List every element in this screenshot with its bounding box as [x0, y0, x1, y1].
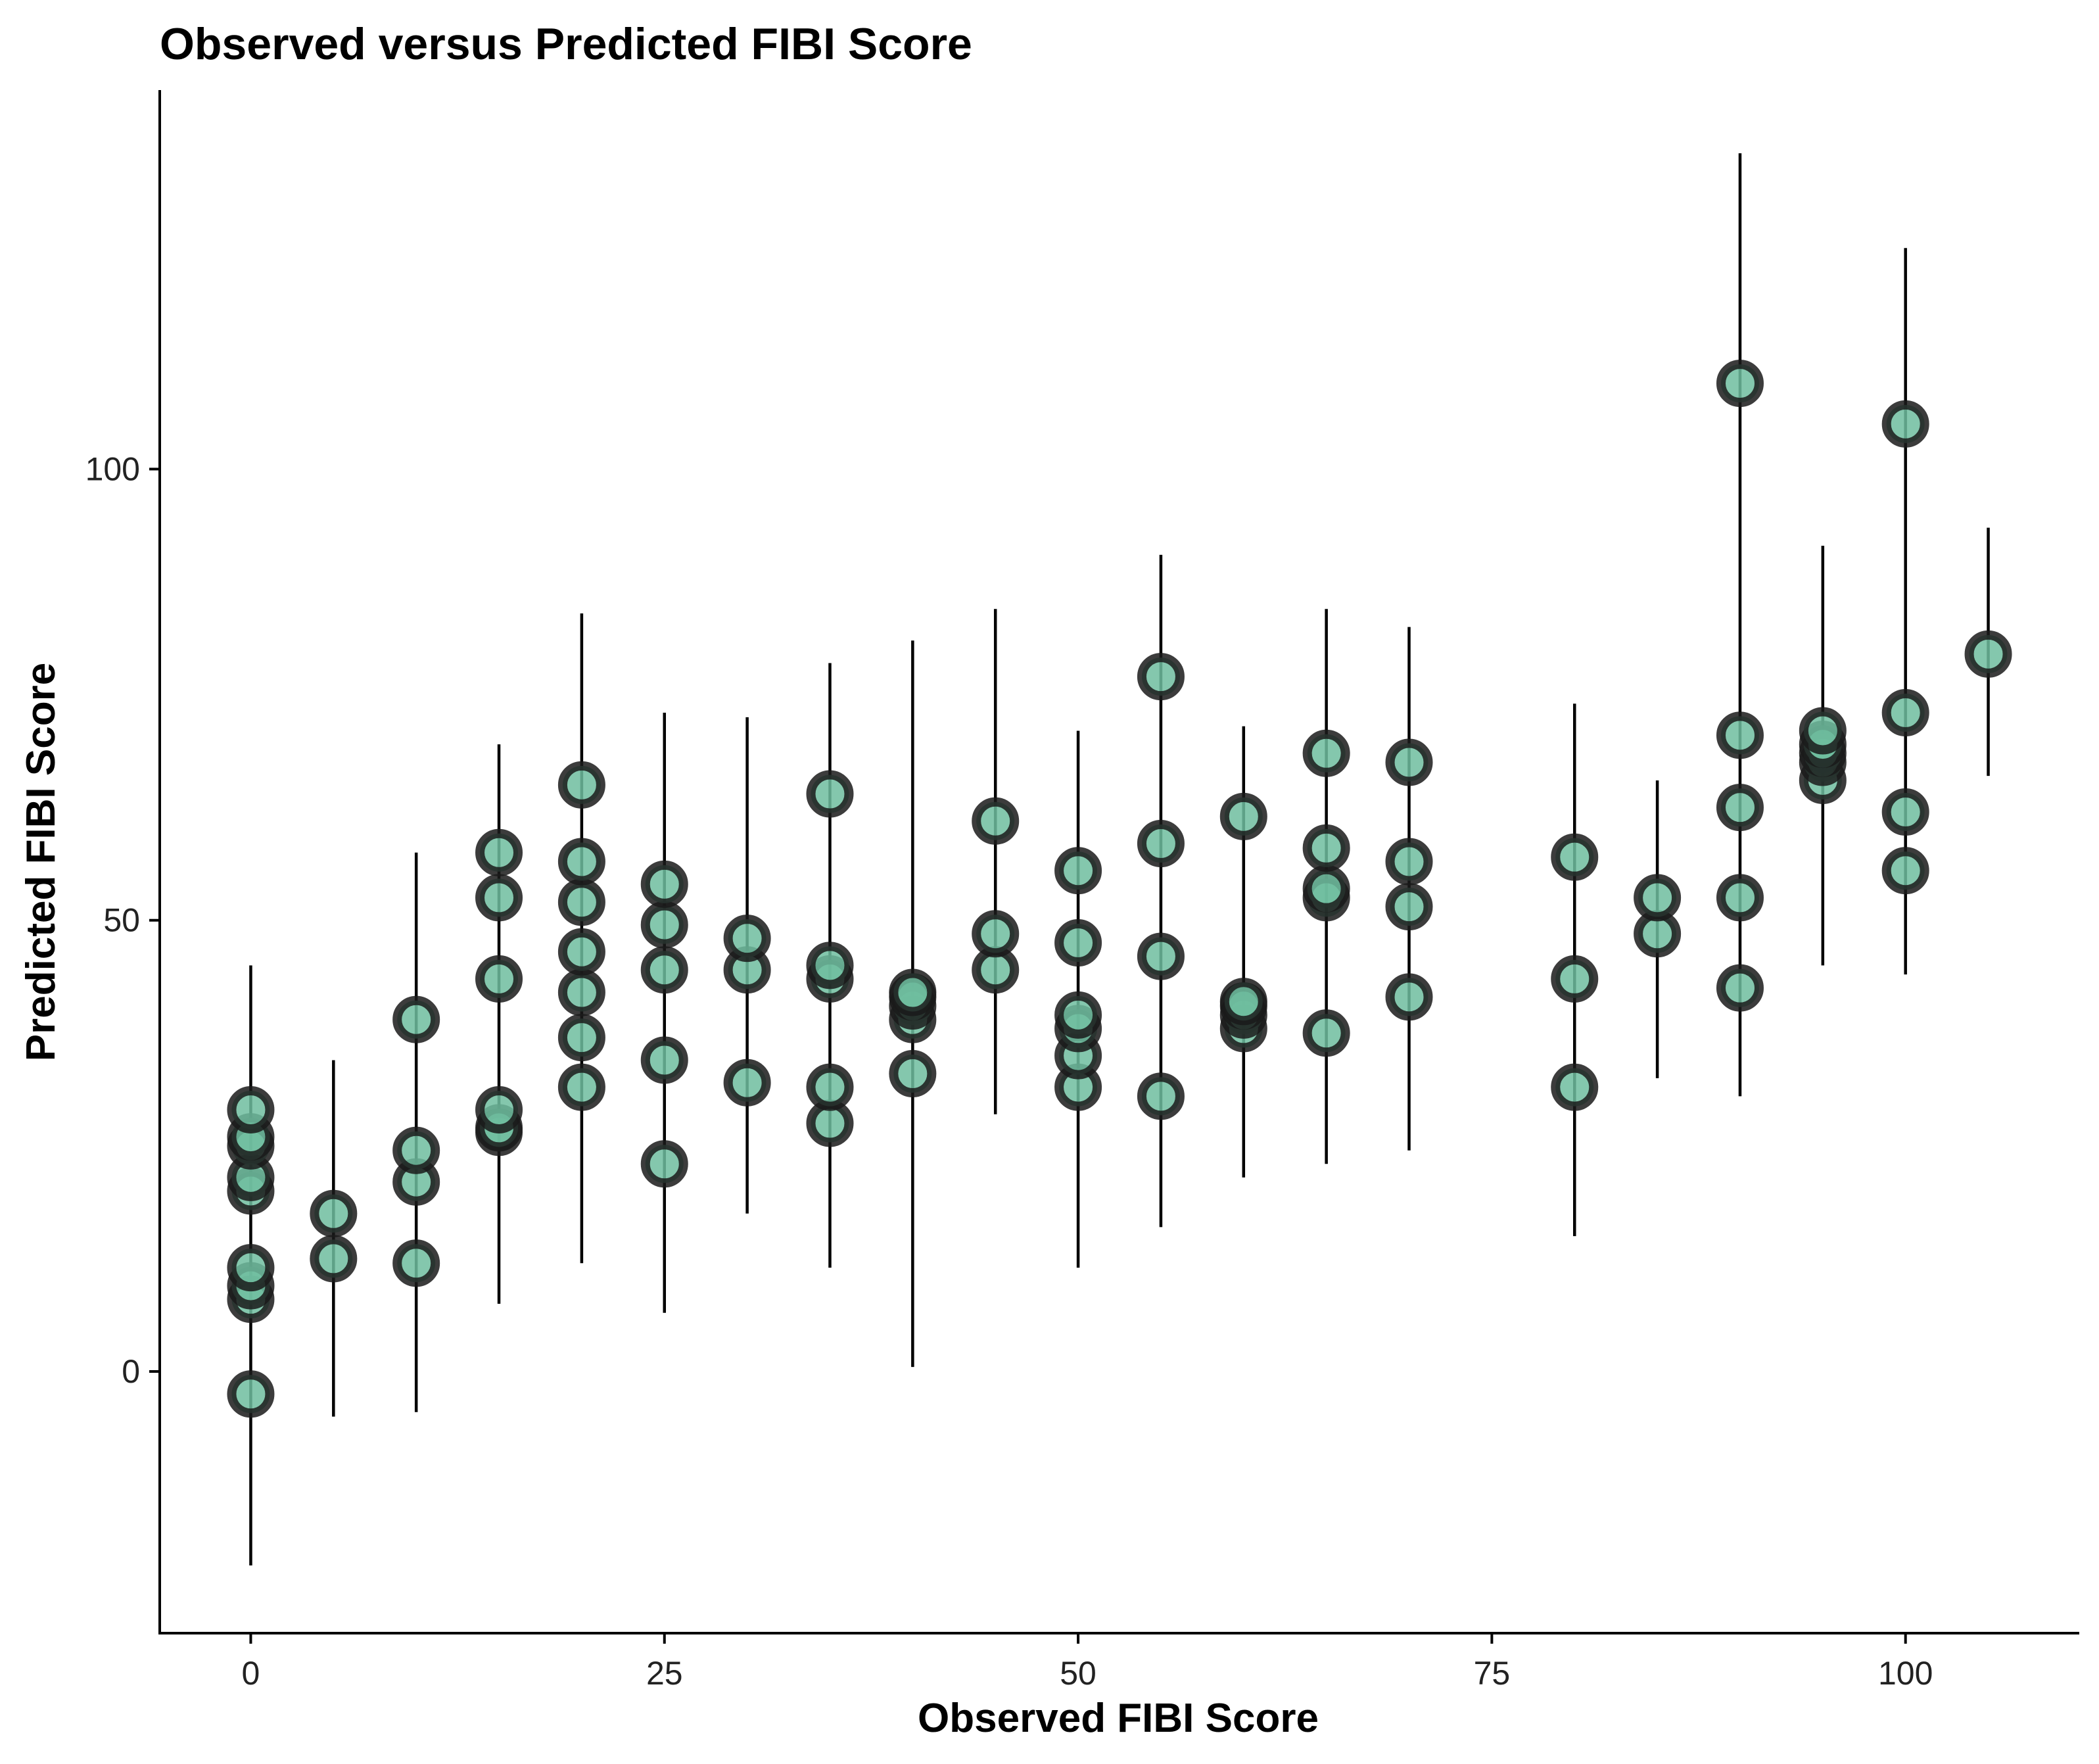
data-point: [1716, 964, 1764, 1012]
x-tick-label: 75: [1474, 1655, 1511, 1692]
x-tick-label: 25: [646, 1655, 683, 1692]
data-points: [227, 360, 2012, 1418]
data-point: [1302, 1009, 1350, 1057]
data-point: [227, 1370, 275, 1418]
data-point: [1881, 788, 1929, 836]
data-point: [1551, 833, 1599, 881]
y-axis-title: Predicted FIBI Score: [18, 663, 64, 1061]
data-point: [475, 828, 523, 876]
data-point: [1551, 955, 1599, 1003]
data-point: [557, 878, 605, 926]
data-point: [1881, 400, 1929, 448]
data-point: [392, 1126, 440, 1174]
data-point: [640, 1036, 688, 1084]
data-point: [972, 910, 1020, 958]
data-point: [392, 995, 440, 1043]
data-point: [227, 1244, 275, 1292]
y-tick-label: 100: [85, 450, 140, 487]
data-point: [1551, 1063, 1599, 1111]
data-point: [1716, 784, 1764, 832]
data-point: [392, 1239, 440, 1287]
data-point: [1799, 707, 1847, 755]
data-point: [806, 770, 854, 818]
data-point: [640, 946, 688, 994]
data-point: [1302, 824, 1350, 872]
x-tick-label: 100: [1878, 1655, 1933, 1692]
data-point: [1385, 883, 1433, 931]
data-point: [1219, 792, 1267, 840]
data-point: [475, 874, 523, 922]
data-point: [557, 928, 605, 976]
data-point: [557, 968, 605, 1016]
data-point: [557, 838, 605, 886]
data-point: [1385, 738, 1433, 786]
data-point: [310, 1235, 358, 1283]
x-axis-title: Observed FIBI Score: [918, 1696, 1319, 1741]
data-point: [806, 1063, 854, 1111]
data-point: [640, 860, 688, 908]
data-point: [1137, 932, 1185, 980]
y-ticks: 0 50 100: [85, 450, 160, 1390]
data-point: [640, 1140, 688, 1188]
x-ticks: 0 25 50 75 100: [242, 1633, 1933, 1692]
data-point: [1964, 630, 2012, 678]
x-axis: 0 25 50 75 100 Observed FIBI Score: [160, 1632, 2079, 1741]
data-point: [227, 1085, 275, 1133]
x-tick-label: 0: [242, 1655, 260, 1692]
data-point: [475, 1085, 523, 1133]
data-point: [1716, 360, 1764, 408]
data-point: [557, 1063, 605, 1111]
data-point: [1302, 729, 1350, 777]
data-point: [1881, 847, 1929, 895]
data-point: [723, 1059, 771, 1107]
data-point: [1137, 820, 1185, 868]
data-point: [475, 955, 523, 1003]
data-point: [1716, 874, 1764, 922]
data-point: [1054, 847, 1102, 895]
y-axis: 0 50 100 Predicted FIBI Score: [18, 90, 161, 1634]
y-tick-label: 0: [122, 1353, 140, 1390]
data-point: [1385, 838, 1433, 886]
data-point: [889, 968, 937, 1016]
x-tick-label: 50: [1060, 1655, 1097, 1692]
chart-title: Observed versus Predicted FIBI Score: [160, 19, 972, 69]
data-point: [806, 942, 854, 989]
data-point: [557, 761, 605, 809]
data-point: [972, 797, 1020, 845]
data-point: [1716, 711, 1764, 759]
data-point: [723, 915, 771, 963]
data-point: [1385, 973, 1433, 1021]
data-point: [1881, 689, 1929, 737]
data-point: [640, 901, 688, 949]
data-point: [1054, 991, 1102, 1039]
data-point: [557, 1014, 605, 1062]
data-point: [889, 1050, 937, 1098]
data-point: [1054, 919, 1102, 967]
data-point: [1219, 978, 1267, 1026]
data-point: [1137, 1072, 1185, 1120]
data-point: [1634, 874, 1682, 922]
data-point: [1302, 865, 1350, 913]
data-point: [1137, 653, 1185, 701]
y-tick-label: 50: [103, 902, 140, 939]
data-point: [310, 1189, 358, 1237]
